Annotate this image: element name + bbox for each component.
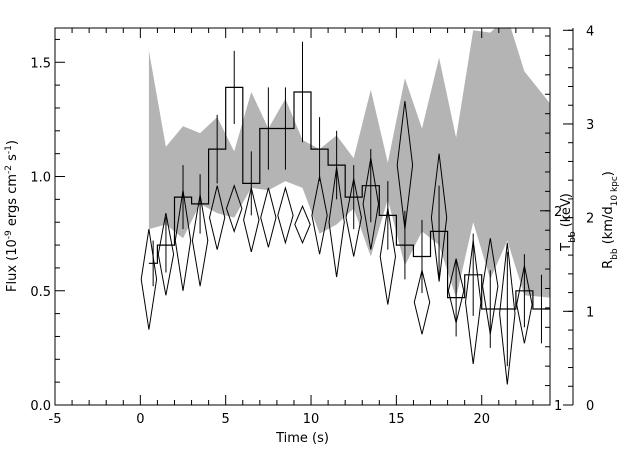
rbb-tick-label: 3 [586,118,594,133]
temperature-diamond [208,185,226,250]
x-tick-label: 20 [473,412,490,427]
temperature-diamond [243,187,260,253]
temperature-diamond [225,184,243,233]
rbb-label-sub: bb [610,248,620,260]
x-tick-label: 5 [222,412,230,427]
rbb-label-unit-sub: 10 kpc [610,176,620,206]
temperature-diamond [464,240,482,364]
tbb-tick-label: 2 [554,205,562,220]
tbb-label-unit: (keV) [559,193,574,231]
temperature-diamond [328,167,345,278]
y-label-superscript: -9 [4,230,14,239]
temperature-diamond [345,178,362,257]
rbb-tick-label: 2 [586,212,594,227]
rbb-label-unit-a: (km/d [601,206,616,248]
temperature-diamond [516,265,533,344]
temperature-diamond [362,158,380,250]
x-tick-label: 10 [303,412,320,427]
temperature-diamond [277,186,294,245]
y-tick-label: 0.5 [30,285,51,300]
y-label-text: s [5,154,20,165]
y-label-superscript: -2 [4,165,14,174]
temperature-diamond [447,258,465,323]
rbb-tick-label: 4 [586,24,594,39]
temperature-diamond [174,190,192,291]
radius-band [148,28,550,298]
radius-band-layer [148,28,550,298]
temperature-diamond [260,187,277,248]
temperature-diamond [311,176,328,255]
axes-layer [54,27,574,406]
x-axis-label: Time (s) [275,431,329,446]
y-label-text: Flux (10 [5,239,20,292]
y-label-text: ergs cm [5,174,20,230]
temperature-diamond [294,204,311,245]
temperature-diamond [430,153,448,282]
tbb-label-main: T [559,243,574,252]
temperature-diamond-layer [140,101,533,385]
temperature-diamond [499,242,516,385]
temperature-diamond [140,229,158,330]
x-tick-label: 15 [388,412,405,427]
tbb-tick-label: 1 [554,399,562,414]
temperature-diamond [157,213,175,296]
temperature-diamond [482,238,499,335]
rbb-label-unit-b: ) [601,171,616,176]
y-tick-label: 1.5 [30,56,51,71]
tbb-axis-label: Tbb (keV) [559,193,578,252]
temperature-diamond [413,270,431,335]
y-tick-label: 1.0 [30,171,51,186]
y-label-text: ) [5,140,20,145]
y-tick-label: 0.0 [30,399,51,414]
temperature-diamond [191,194,209,287]
rbb-axis-label: Rbb (km/d10 kpc) [601,171,620,269]
y-label-superscript: -1 [4,145,14,154]
rbb-label-main: R [601,260,616,269]
tbb-label-sub: bb [568,231,578,243]
plot-frame [54,27,551,406]
temperature-diamond [396,101,414,230]
y-axis-label: Flux (10-9 ergs cm-2 s-1) [4,140,20,292]
temperature-diamond [379,208,397,305]
x-tick-label: -5 [49,412,62,427]
x-tick-label: 0 [136,412,144,427]
rbb-tick-label: 1 [586,305,594,320]
rbb-tick-label: 0 [586,399,594,414]
